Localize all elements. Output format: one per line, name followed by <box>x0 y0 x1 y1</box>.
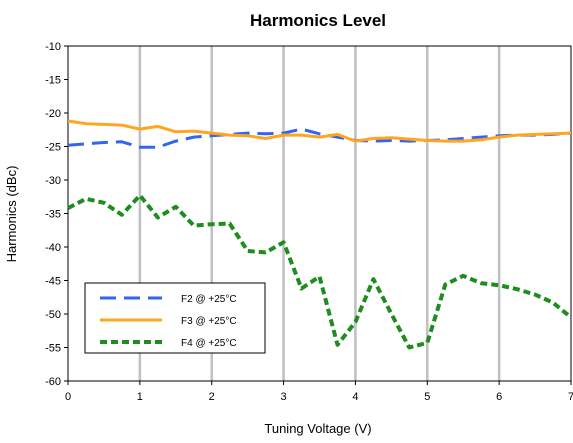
legend: F2 @ +25°C F3 @ +25°C F4 @ +25°C <box>84 282 266 354</box>
y-tick-label: -25 <box>45 142 61 154</box>
series-line-1 <box>67 127 572 149</box>
x-tick-label: 4 <box>352 391 358 403</box>
x-tick-label: 6 <box>496 391 502 403</box>
legend-label-2: F3 @ +25°C <box>181 316 237 327</box>
y-tick-label: -40 <box>45 242 61 254</box>
x-tick-label: 1 <box>137 391 143 403</box>
y-tick-label: -10 <box>45 41 61 53</box>
x-tick-label: 2 <box>209 391 215 403</box>
y-tick-label: -50 <box>45 309 61 321</box>
x-tick-label: 5 <box>424 391 430 403</box>
legend-label-1: F2 @ +25°C <box>181 294 237 305</box>
y-tick-label: -15 <box>45 75 61 87</box>
x-axis: 0 1 2 3 4 5 6 7 <box>65 381 573 403</box>
y-tick-label: -60 <box>45 376 61 388</box>
y-tick-label: -45 <box>45 276 61 288</box>
x-tick-label: 7 <box>568 391 573 403</box>
x-tick-label: 0 <box>65 391 71 403</box>
chart-title: Harmonics Level <box>250 11 386 30</box>
y-tick-label: -30 <box>45 175 61 187</box>
series-lines <box>67 119 573 350</box>
y-tick-label: -35 <box>45 209 61 221</box>
x-tick-label: 3 <box>281 391 287 403</box>
y-axis-label: Harmonics (dBc) <box>4 166 19 263</box>
y-tick-label: -20 <box>45 108 61 120</box>
y-axis: -10 -15 -20 -25 -30 -35 -40 -45 -50 -55 -60 <box>45 41 68 388</box>
series-line-2 <box>67 119 572 143</box>
series-line-3 <box>67 193 573 350</box>
x-axis-label: Tuning Voltage (V) <box>264 421 371 436</box>
y-tick-label: -55 <box>45 343 61 355</box>
legend-label-3: F4 @ +25°C <box>181 338 237 349</box>
